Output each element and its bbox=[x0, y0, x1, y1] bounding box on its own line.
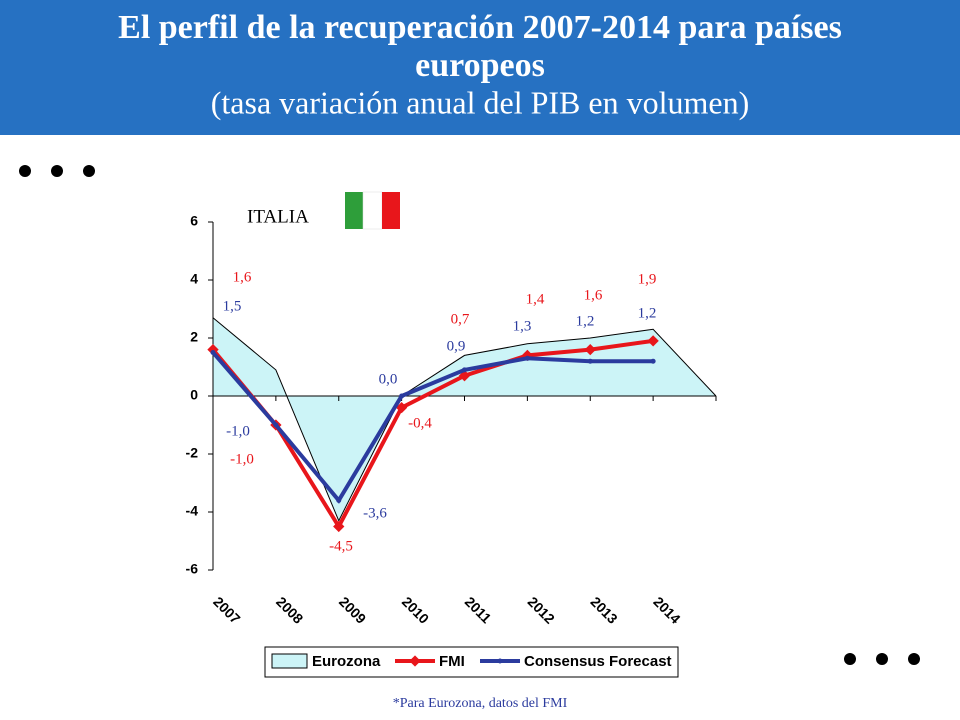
legend-marker bbox=[409, 655, 421, 667]
line bbox=[211, 351, 654, 504]
data-label: -4,5 bbox=[329, 538, 353, 554]
ellipsis-bottom bbox=[844, 653, 920, 665]
data-label: -0,4 bbox=[408, 415, 432, 431]
marker bbox=[395, 401, 408, 414]
ellipsis-top bbox=[19, 165, 95, 177]
marker bbox=[462, 367, 467, 373]
data-label: 1,4 bbox=[526, 291, 545, 307]
data-label: 1,9 bbox=[638, 271, 657, 287]
marker bbox=[333, 520, 345, 533]
data-label: 1,6 bbox=[233, 269, 252, 285]
data-label: 0,9 bbox=[447, 338, 466, 354]
y-tick-label: 4 bbox=[190, 271, 198, 287]
line bbox=[211, 338, 654, 531]
area-outline bbox=[212, 317, 717, 522]
marker bbox=[647, 335, 659, 347]
legend-box bbox=[264, 646, 679, 678]
legend-item: FMI bbox=[395, 653, 465, 670]
legend-label: Consensus Forecast bbox=[524, 653, 672, 670]
marker bbox=[399, 393, 405, 399]
marker bbox=[650, 358, 656, 364]
marker bbox=[524, 355, 530, 361]
y-tick-label: 0 bbox=[190, 387, 198, 403]
flag bbox=[345, 191, 400, 230]
y-tick-label: 2 bbox=[190, 329, 198, 345]
data-label: -3,6 bbox=[363, 505, 387, 521]
marker bbox=[587, 358, 593, 364]
data-label: 1,2 bbox=[638, 305, 657, 321]
chart-title: El perfil de la recuperación 2007-2014 p… bbox=[118, 9, 842, 84]
legend-label: Eurozona bbox=[312, 653, 381, 670]
legend-item: Consensus Forecast bbox=[480, 653, 672, 670]
marker bbox=[210, 350, 216, 355]
title-banner bbox=[0, 0, 960, 135]
data-label: 0,0 bbox=[379, 371, 398, 387]
area bbox=[213, 317, 716, 521]
marker bbox=[273, 422, 279, 428]
footnote: *Para Eurozona, datos del FMI bbox=[393, 696, 568, 711]
marker bbox=[207, 343, 219, 356]
legend-label: FMI bbox=[439, 653, 465, 670]
y-tick-label: -2 bbox=[186, 445, 199, 461]
data-label: -1,0 bbox=[230, 451, 254, 467]
y-tick-label: -6 bbox=[186, 561, 199, 577]
data-label: 0,7 bbox=[451, 311, 470, 327]
country-label: ITALIA bbox=[247, 206, 309, 227]
data-label: 1,2 bbox=[576, 313, 595, 329]
legend-item: Eurozona bbox=[271, 653, 381, 670]
y-tick-label: -4 bbox=[186, 503, 199, 519]
marker bbox=[584, 343, 596, 356]
legend-marker bbox=[497, 658, 503, 664]
data-label: -1,0 bbox=[226, 423, 250, 439]
legend-swatch bbox=[271, 653, 308, 669]
y-tick-label: 6 bbox=[190, 213, 198, 229]
data-label: 1,6 bbox=[584, 287, 603, 303]
data-label: 1,5 bbox=[223, 298, 242, 314]
data-label: 1,3 bbox=[513, 318, 532, 334]
chart-subtitle: (tasa variación anual del PIB en volumen… bbox=[211, 84, 749, 120]
marker bbox=[336, 497, 342, 503]
